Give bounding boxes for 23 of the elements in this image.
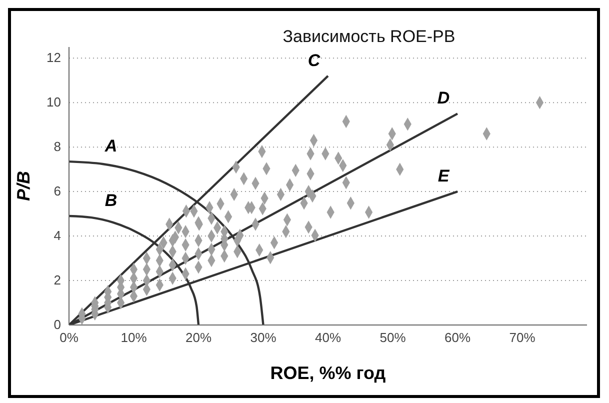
series-label: B [104,191,118,210]
chart-title: Зависимость ROE-PB [282,27,456,47]
x-tick-label: 50% [380,330,406,346]
series-label: E [438,166,450,186]
x-tick-label: 60% [444,330,471,346]
x-tick-label: 30% [250,330,277,346]
x-tick-label: 70% [509,330,536,346]
series-label: D [437,88,450,108]
series-label: C [308,50,321,70]
x-tick-label: 0% [60,330,79,346]
y-tick-label: 8 [54,139,61,154]
x-tick-label: 20% [185,330,212,346]
y-tick-label: 0 [54,317,61,332]
y-axis-title: P/B [13,170,34,202]
x-tick-label: 10% [120,330,148,346]
x-tick-label: 40% [314,330,342,346]
y-tick-label: 2 [54,272,61,288]
x-axis-title: ROE, %% год [270,363,386,383]
y-tick-label: 10 [46,94,61,110]
y-tick-label: 6 [54,184,61,199]
y-tick-label: 4 [54,228,61,244]
y-tick-label: 12 [46,50,61,66]
series-label: A [104,136,118,156]
